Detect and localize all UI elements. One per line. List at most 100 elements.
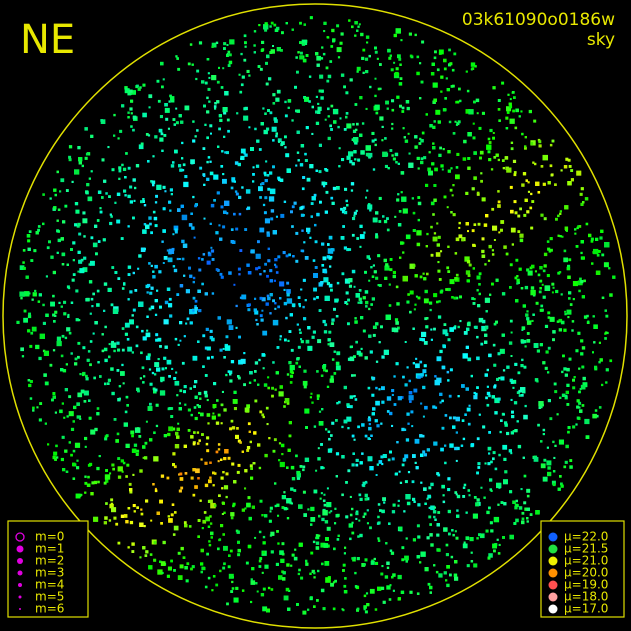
- star: [109, 472, 112, 475]
- star: [493, 385, 497, 389]
- star: [395, 28, 401, 34]
- star: [480, 342, 484, 346]
- star: [110, 342, 117, 348]
- star: [113, 134, 116, 137]
- star: [320, 374, 324, 377]
- star: [307, 231, 310, 234]
- star: [235, 192, 239, 196]
- star: [342, 569, 345, 572]
- star: [324, 270, 328, 274]
- star: [470, 62, 476, 67]
- star: [192, 276, 196, 280]
- star: [433, 506, 436, 509]
- star: [353, 556, 356, 560]
- star: [68, 441, 71, 444]
- star: [452, 84, 455, 88]
- star: [316, 55, 321, 61]
- star: [197, 289, 201, 293]
- star: [335, 315, 339, 318]
- star: [549, 164, 553, 168]
- star: [140, 247, 146, 252]
- star: [162, 207, 166, 211]
- star: [356, 350, 361, 355]
- star: [176, 293, 180, 296]
- star: [348, 248, 352, 251]
- star: [530, 226, 534, 230]
- star: [439, 401, 442, 404]
- star: [77, 146, 81, 150]
- star: [582, 201, 585, 204]
- star: [535, 181, 540, 186]
- star: [371, 275, 375, 278]
- star: [70, 352, 73, 355]
- star: [104, 382, 107, 386]
- star: [463, 541, 466, 544]
- star: [78, 319, 81, 322]
- star: [123, 189, 127, 193]
- star: [191, 63, 194, 66]
- star: [557, 487, 561, 491]
- star: [434, 375, 437, 378]
- star: [42, 321, 46, 325]
- star: [476, 471, 479, 475]
- star: [88, 263, 91, 266]
- star: [169, 188, 173, 192]
- star: [397, 193, 400, 196]
- star: [577, 225, 580, 228]
- star: [455, 174, 460, 180]
- star: [553, 382, 557, 386]
- star: [447, 150, 451, 154]
- star: [515, 499, 518, 503]
- star: [539, 287, 542, 290]
- star: [578, 225, 582, 228]
- star: [94, 224, 98, 228]
- star: [368, 257, 371, 260]
- star: [568, 165, 572, 168]
- star: [269, 269, 273, 273]
- star: [355, 458, 359, 462]
- star: [181, 157, 184, 160]
- star: [576, 226, 579, 230]
- star: [264, 514, 268, 518]
- star: [168, 200, 172, 204]
- star: [113, 418, 117, 421]
- star: [83, 256, 87, 260]
- star: [38, 356, 42, 361]
- star: [359, 497, 363, 501]
- star: [409, 290, 414, 295]
- star: [305, 339, 310, 344]
- star: [331, 358, 335, 361]
- star: [530, 289, 536, 296]
- star: [272, 45, 274, 47]
- star: [89, 363, 92, 367]
- star: [380, 422, 383, 425]
- star: [531, 264, 535, 269]
- star: [506, 365, 510, 369]
- star: [164, 107, 170, 113]
- star: [417, 296, 421, 300]
- star: [303, 385, 307, 389]
- star: [91, 481, 95, 485]
- star: [420, 157, 424, 161]
- star: [415, 363, 420, 369]
- star: [216, 80, 220, 84]
- star: [436, 68, 440, 72]
- star: [240, 148, 246, 154]
- star: [164, 190, 167, 193]
- star: [326, 487, 329, 490]
- star: [264, 453, 268, 458]
- star: [359, 96, 363, 100]
- star: [152, 155, 155, 158]
- star: [201, 80, 205, 84]
- star: [84, 491, 87, 494]
- star: [539, 308, 543, 312]
- star: [221, 390, 224, 393]
- star: [592, 413, 597, 419]
- star: [534, 378, 539, 382]
- star: [540, 304, 544, 308]
- star: [142, 200, 145, 203]
- star: [453, 52, 457, 56]
- star: [537, 191, 541, 194]
- magnitude-symbol: [18, 595, 22, 599]
- star: [104, 358, 108, 363]
